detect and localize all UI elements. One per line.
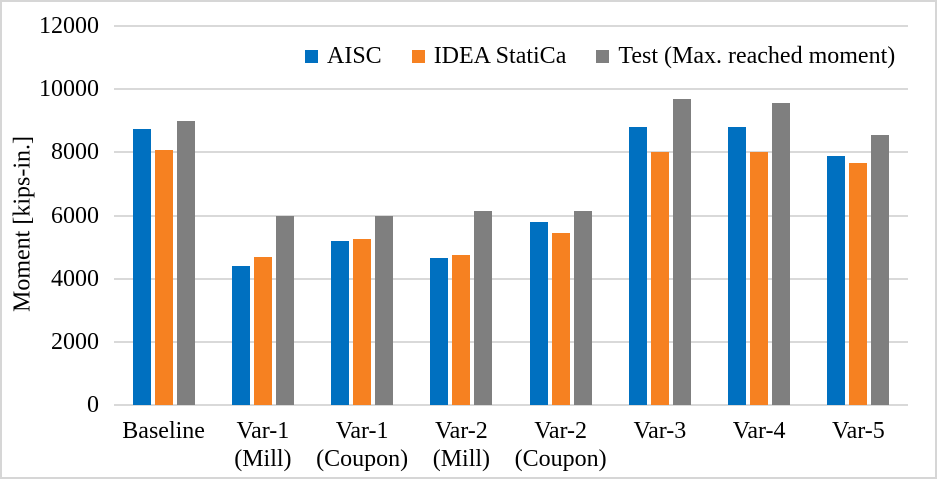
bar xyxy=(154,149,173,405)
y-tick-label: 6000 xyxy=(51,202,99,229)
x-category-label: Var-4 xyxy=(732,418,786,444)
bar-group xyxy=(710,26,809,405)
x-category-label: Var-1 (Mill) xyxy=(234,418,292,472)
legend-swatch-icon xyxy=(411,49,425,63)
x-axis-line xyxy=(114,404,908,406)
x-axis-category-labels: Baseline Var-1 (Mill) Var-1 (Coupon) Var-2 … xyxy=(114,417,908,473)
bar xyxy=(672,98,691,405)
legend-swatch-icon xyxy=(596,49,610,63)
bar xyxy=(176,120,195,405)
y-tick-label: 12000 xyxy=(39,13,99,39)
x-category-label: Var-3 xyxy=(633,418,687,444)
gridline xyxy=(114,214,908,217)
legend: AISC IDEA StatiCa Test (Max. reached momen… xyxy=(305,43,895,69)
legend-label: IDEA StatiCa xyxy=(433,43,567,69)
bar xyxy=(331,240,350,405)
legend-item: IDEA StatiCa xyxy=(411,43,567,69)
gridline xyxy=(114,88,908,91)
bar-group xyxy=(511,26,610,405)
bar xyxy=(452,254,471,405)
bar-group xyxy=(313,26,412,405)
y-tick-label: 4000 xyxy=(51,265,99,292)
bar xyxy=(474,210,493,405)
gridline xyxy=(114,151,908,154)
bar xyxy=(871,134,890,405)
bar xyxy=(750,152,769,405)
x-category-label: Var-5 xyxy=(831,418,885,444)
bar-group xyxy=(412,26,511,405)
bar-group xyxy=(610,26,709,405)
bar xyxy=(231,266,250,405)
x-category-label: Baseline xyxy=(122,418,205,444)
y-tick-label: 0 xyxy=(87,392,99,418)
plot-area xyxy=(114,25,908,406)
x-category-label: Var-2 (Mill) xyxy=(432,418,491,472)
y-tick-label: 2000 xyxy=(51,328,99,355)
bar xyxy=(728,127,747,405)
legend-item: AISC xyxy=(305,43,382,69)
bar xyxy=(628,127,647,405)
bar xyxy=(849,163,868,405)
x-category-label: Var-1 (Coupon) xyxy=(316,418,409,472)
bar xyxy=(253,256,272,405)
legend-item: Test (Max. reached moment) xyxy=(596,43,895,69)
bar xyxy=(275,215,294,405)
y-tick-label: 8000 xyxy=(51,139,99,166)
bar xyxy=(132,128,151,405)
bar-group xyxy=(213,26,312,405)
bar xyxy=(573,210,592,405)
bar xyxy=(772,103,791,405)
bar xyxy=(551,232,570,405)
x-category-label: Var-2 (Coupon) xyxy=(514,418,607,472)
legend-label: Test (Max. reached moment) xyxy=(618,43,896,69)
gridline xyxy=(114,25,908,27)
bar xyxy=(650,152,669,405)
bar xyxy=(375,215,394,405)
bar-group xyxy=(809,26,908,405)
bar xyxy=(353,239,372,405)
bar-group xyxy=(114,26,213,405)
bar xyxy=(827,155,846,405)
legend-label: AISC xyxy=(327,43,382,69)
bar xyxy=(529,221,548,405)
y-tick-label: 10000 xyxy=(39,76,99,103)
gridline xyxy=(114,277,908,280)
legend-swatch-icon xyxy=(305,49,318,63)
y-axis-tick-labels: 0 2000 4000 6000 8000 10000 12000 xyxy=(2,2,99,477)
bar xyxy=(430,258,449,405)
gridline xyxy=(114,340,908,343)
